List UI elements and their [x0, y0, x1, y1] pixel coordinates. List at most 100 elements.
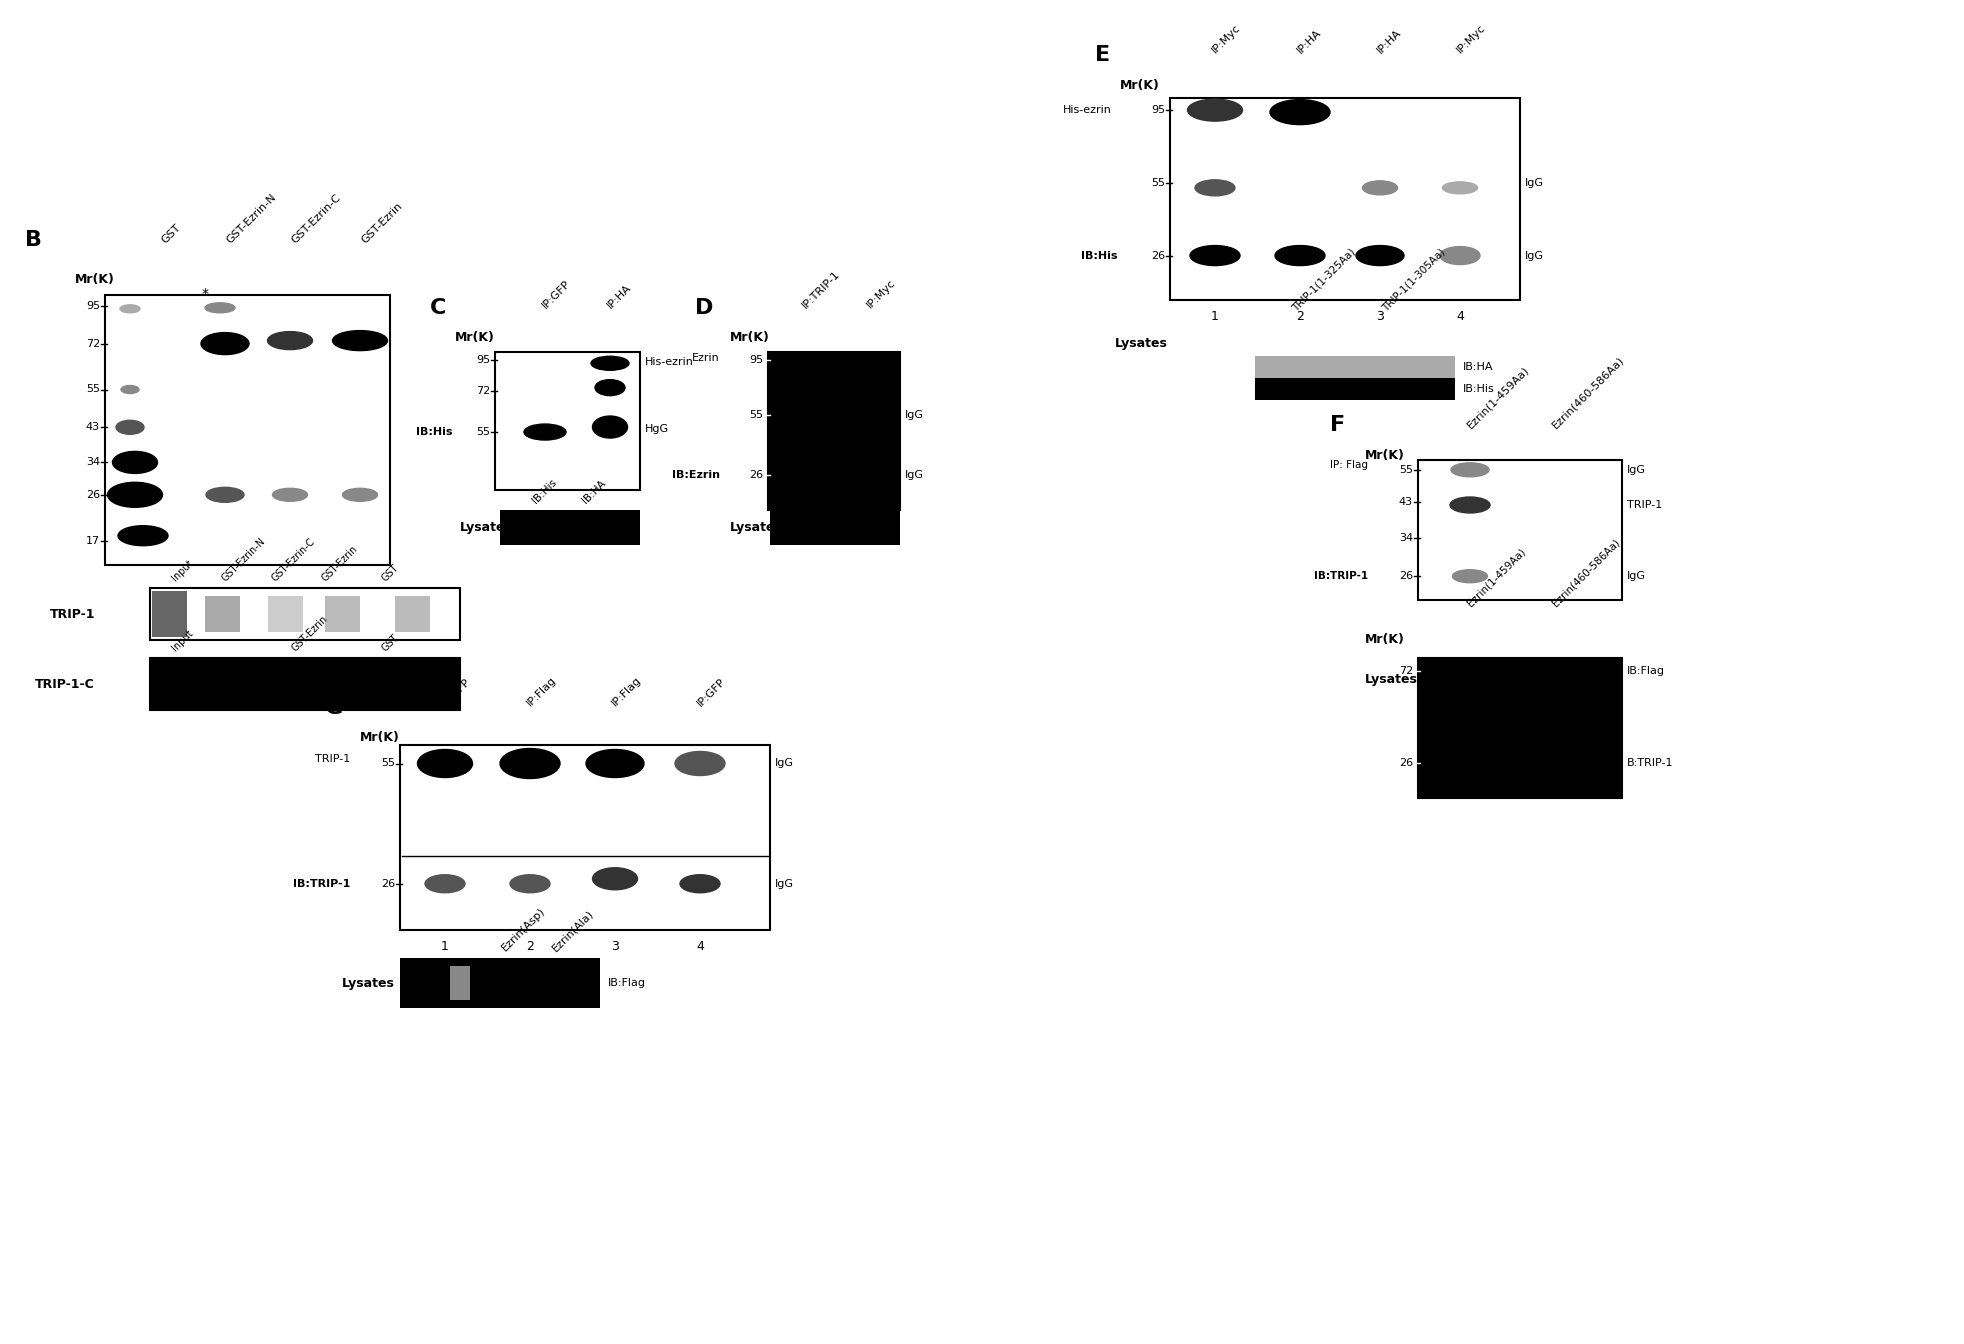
- Text: 55: 55: [748, 410, 762, 421]
- Ellipse shape: [593, 868, 636, 890]
- Ellipse shape: [122, 386, 139, 394]
- Text: IgG: IgG: [905, 470, 923, 480]
- Text: TRIP-1: TRIP-1: [1626, 500, 1662, 509]
- Ellipse shape: [1451, 570, 1487, 583]
- Bar: [499, 509, 640, 546]
- Text: IB:His: IB:His: [416, 427, 454, 437]
- Text: E: E: [1094, 44, 1110, 65]
- Text: 26: 26: [381, 879, 395, 888]
- Bar: [495, 352, 640, 491]
- Text: 26: 26: [748, 470, 762, 480]
- Text: GST-Ezrin: GST-Ezrin: [291, 613, 330, 653]
- Text: *: *: [202, 286, 208, 301]
- Ellipse shape: [267, 332, 312, 349]
- Text: Input: Input: [171, 558, 194, 583]
- Text: 26: 26: [86, 489, 100, 500]
- Text: Mr(K): Mr(K): [456, 332, 495, 344]
- Text: GST-Ezrin: GST-Ezrin: [320, 543, 359, 583]
- Ellipse shape: [118, 526, 167, 546]
- Text: IP:Myc: IP:Myc: [864, 277, 898, 310]
- Ellipse shape: [593, 417, 627, 438]
- Bar: [770, 509, 900, 546]
- Text: Ezrin(1-459Aa): Ezrin(1-459Aa): [1465, 546, 1526, 607]
- Text: 55: 55: [1398, 465, 1412, 474]
- Text: IgG: IgG: [905, 410, 923, 421]
- Text: 2: 2: [526, 939, 534, 953]
- Text: 26: 26: [1398, 571, 1412, 581]
- Text: 55: 55: [475, 427, 489, 437]
- Ellipse shape: [499, 749, 560, 778]
- Ellipse shape: [424, 875, 465, 892]
- Ellipse shape: [206, 488, 244, 503]
- Text: Mr(K): Mr(K): [1119, 78, 1159, 91]
- Bar: [450, 966, 469, 1000]
- Text: GST-Ezrin-C: GST-Ezrin-C: [291, 192, 344, 245]
- Text: B:TRIP-1: B:TRIP-1: [1626, 758, 1673, 767]
- Ellipse shape: [1269, 99, 1330, 125]
- Text: IgG: IgG: [1524, 250, 1544, 261]
- Text: TRIP-1: TRIP-1: [49, 607, 94, 621]
- Text: IgG: IgG: [1524, 177, 1544, 188]
- Text: 2: 2: [1296, 310, 1304, 323]
- Text: IgG: IgG: [1626, 571, 1646, 581]
- Text: GST-Ezrin: GST-Ezrin: [359, 200, 405, 245]
- Text: IB:His: IB:His: [530, 477, 558, 505]
- Text: Mr(K): Mr(K): [731, 332, 770, 344]
- Ellipse shape: [676, 751, 725, 775]
- Text: Ezrin(Asp): Ezrin(Asp): [499, 906, 548, 953]
- Text: 4: 4: [1455, 310, 1463, 323]
- Text: 95: 95: [748, 355, 762, 366]
- Text: IB:TRIP-1: IB:TRIP-1: [1314, 571, 1367, 581]
- Ellipse shape: [120, 305, 139, 313]
- Ellipse shape: [1442, 181, 1477, 194]
- Text: Mr(K): Mr(K): [75, 273, 114, 286]
- Text: 72: 72: [475, 386, 489, 395]
- Ellipse shape: [116, 421, 143, 434]
- Text: IP:Flag: IP:Flag: [609, 675, 642, 708]
- Text: IP:HA: IP:HA: [1294, 27, 1322, 55]
- Text: IB:Flag: IB:Flag: [607, 978, 646, 988]
- Text: HgG: HgG: [644, 425, 670, 434]
- Text: GST: GST: [379, 632, 401, 653]
- Text: 26: 26: [1151, 250, 1165, 261]
- Text: 3: 3: [1375, 310, 1383, 323]
- Text: Mr(K): Mr(K): [1365, 633, 1404, 646]
- Text: Input: Input: [171, 628, 194, 653]
- Text: IgG: IgG: [1626, 465, 1646, 474]
- Text: GST-Ezrin-C: GST-Ezrin-C: [269, 536, 316, 583]
- Text: F: F: [1330, 415, 1345, 435]
- Text: Ezrin(460-586Aa): Ezrin(460-586Aa): [1550, 536, 1620, 607]
- Bar: [324, 595, 359, 632]
- Bar: [149, 589, 460, 640]
- Text: 55: 55: [1151, 177, 1165, 188]
- Text: C: C: [430, 298, 446, 319]
- Text: TRIP-1(1-305Aa): TRIP-1(1-305Aa): [1379, 246, 1446, 313]
- Ellipse shape: [273, 488, 306, 501]
- Ellipse shape: [1275, 246, 1324, 266]
- Ellipse shape: [416, 750, 471, 777]
- Bar: [267, 595, 302, 632]
- Ellipse shape: [524, 425, 566, 439]
- Text: IB:His: IB:His: [1080, 250, 1118, 261]
- Bar: [768, 352, 900, 509]
- Text: IP:GFP: IP:GFP: [440, 676, 471, 708]
- Text: IB:Flag: IB:Flag: [1626, 665, 1664, 676]
- Text: IB:TRIP-1: IB:TRIP-1: [293, 879, 350, 888]
- Text: 1: 1: [1210, 310, 1218, 323]
- Text: IB:HA: IB:HA: [1463, 362, 1493, 372]
- Text: IgG: IgG: [774, 879, 793, 888]
- Ellipse shape: [1190, 246, 1239, 266]
- Bar: [149, 659, 460, 710]
- Bar: [104, 294, 389, 564]
- Bar: [1255, 356, 1453, 378]
- Text: GST: GST: [159, 222, 183, 245]
- Text: IP:HA: IP:HA: [605, 282, 632, 310]
- Ellipse shape: [112, 452, 157, 473]
- Bar: [401, 958, 599, 1008]
- Text: His-ezrin: His-ezrin: [644, 358, 693, 367]
- Text: IB:Ezrin: IB:Ezrin: [839, 470, 874, 505]
- Ellipse shape: [595, 379, 625, 395]
- Ellipse shape: [108, 482, 163, 507]
- Text: 43: 43: [1398, 497, 1412, 507]
- Bar: [1418, 659, 1620, 798]
